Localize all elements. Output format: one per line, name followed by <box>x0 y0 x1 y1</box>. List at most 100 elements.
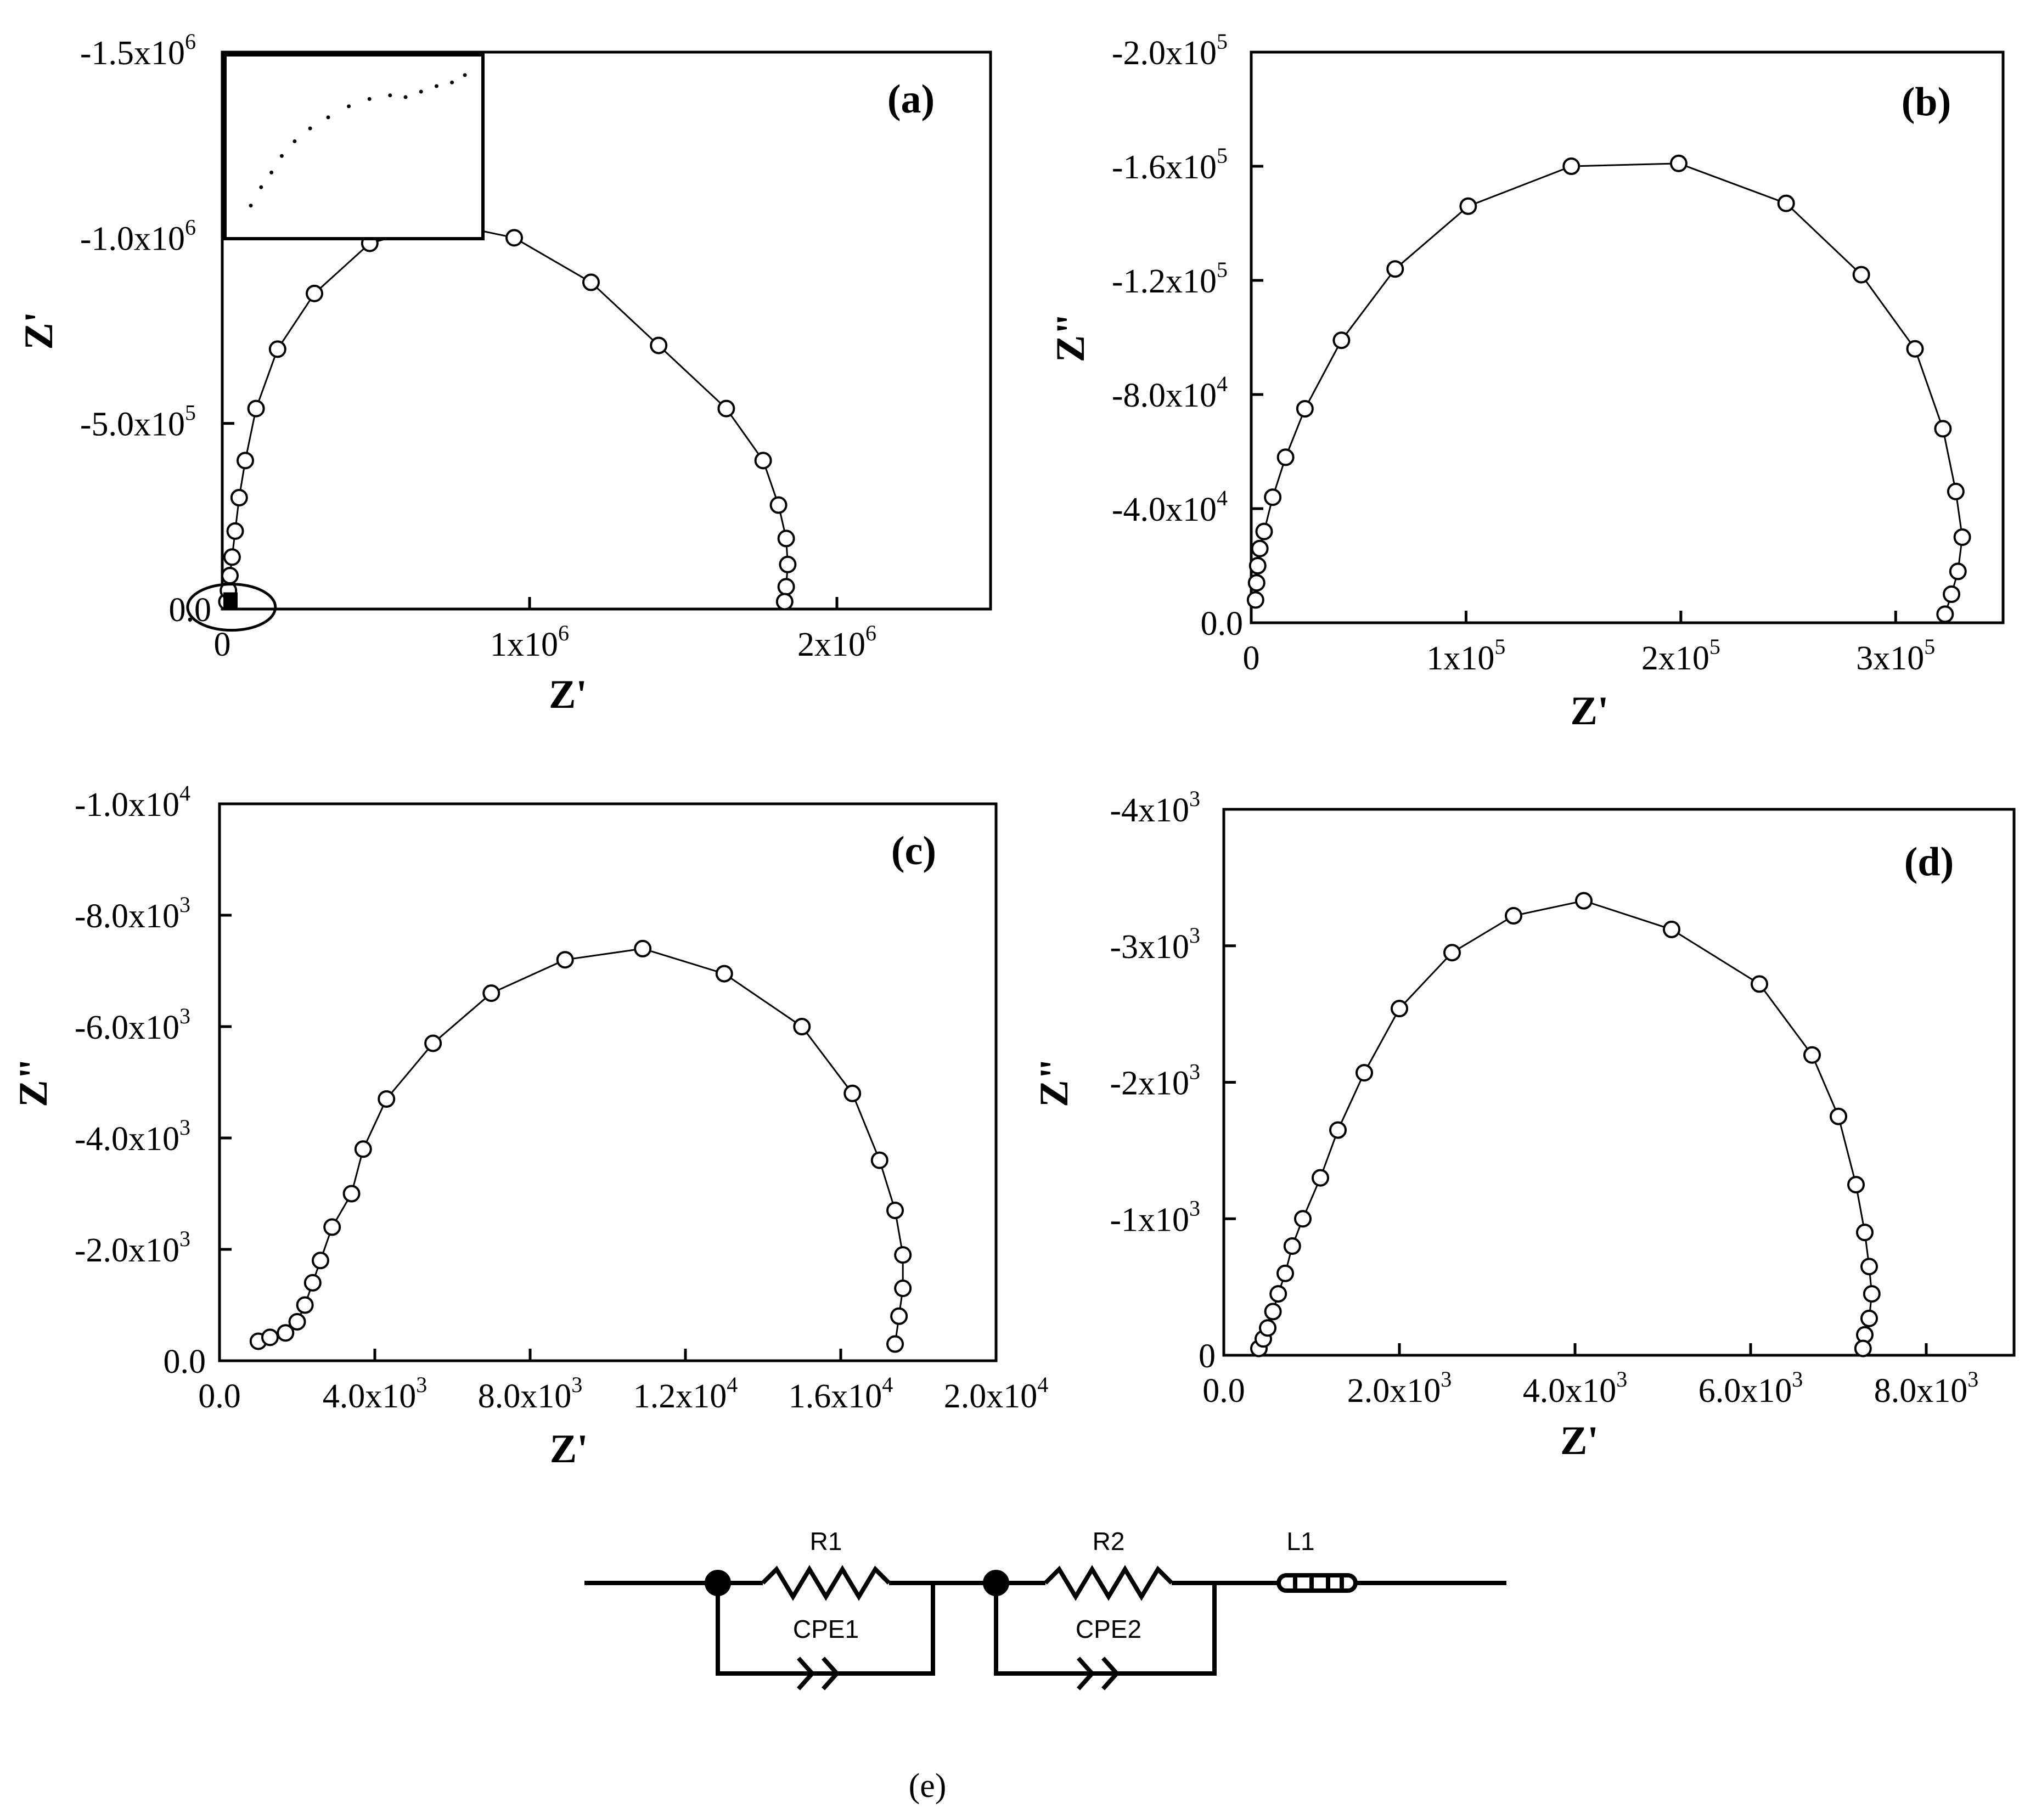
y-tick-label: 0 <box>1199 1338 1216 1375</box>
data-point <box>1255 522 1273 540</box>
data-point <box>1803 1046 1821 1064</box>
data-point <box>775 593 794 611</box>
data-point <box>717 399 735 418</box>
y-tick-label: -5.0x105 <box>80 401 196 443</box>
data-point <box>378 1090 396 1108</box>
data-point <box>296 1296 314 1314</box>
panel-label: (d) <box>1904 839 1954 884</box>
y-tick-label: -1x103 <box>1110 1196 1200 1238</box>
data-point <box>277 1324 295 1342</box>
data-point <box>1863 1285 1881 1303</box>
data-point <box>1329 1121 1347 1139</box>
data-point <box>777 578 795 596</box>
plot-frame <box>1222 808 2016 1357</box>
panel-label: (a) <box>887 77 935 122</box>
y-axis-label: Z" <box>11 1057 56 1107</box>
inset-point <box>308 126 312 131</box>
data-point <box>1562 157 1581 175</box>
plot-frame <box>1250 50 2005 624</box>
data-point <box>1312 1169 1329 1187</box>
inset-point <box>388 93 392 98</box>
data-point <box>894 1280 912 1298</box>
data-point <box>870 1151 888 1169</box>
x-tick-label: 1x105 <box>1426 634 1505 677</box>
data-point <box>1248 557 1267 574</box>
data-point <box>1856 1224 1874 1242</box>
inset-point <box>259 185 263 189</box>
data-point <box>288 1312 306 1331</box>
panel-label: (c) <box>891 829 936 874</box>
data-point <box>769 496 788 514</box>
y-tick-label: -2x103 <box>1110 1060 1200 1102</box>
data-point <box>505 229 523 247</box>
y-tick-label: -1.0x106 <box>80 215 196 257</box>
y-tick-label: -4.0x103 <box>75 1115 190 1158</box>
data-point <box>754 452 772 470</box>
data-point <box>311 1252 329 1270</box>
data-point <box>306 284 323 302</box>
x-tick-label: 1.6x104 <box>789 1372 893 1415</box>
cpe2-branch <box>994 1583 1217 1676</box>
data-point <box>1459 197 1477 215</box>
data-point <box>1943 585 1961 603</box>
data-point <box>342 1185 361 1203</box>
y-tick-label: 0.0 <box>169 591 212 629</box>
data-point <box>886 1335 904 1353</box>
y-axis-label: Z" <box>1048 313 1093 362</box>
data-point <box>226 522 244 540</box>
data-point <box>1854 1339 1872 1357</box>
panel-d: 0.0 2.0x103 4.0x103 6.0x103 8.0x103 0 -1x103 -2… <box>1032 786 2016 1463</box>
x-tick-label: 4.0x103 <box>323 1372 428 1415</box>
y-tick-label: -8.0x104 <box>1112 371 1228 414</box>
x-tick-label: 2x105 <box>1641 634 1720 677</box>
x-axis-label: Z' <box>550 1427 588 1472</box>
y-tick-label: -2.0x105 <box>1112 29 1228 72</box>
cpe1-symbol-2 <box>822 1656 840 1691</box>
cpe1-branch <box>716 1583 935 1676</box>
data-point <box>1777 194 1795 212</box>
data-point <box>1264 1303 1282 1321</box>
x-tick-label: 8.0x103 <box>1874 1367 1979 1410</box>
data-point <box>1391 1000 1408 1018</box>
data-point <box>1575 892 1593 910</box>
data-point <box>303 1274 322 1292</box>
y-tick-label: -8.0x103 <box>75 892 190 935</box>
y-tick-label: -3x103 <box>1110 923 1200 966</box>
y-tick-label: -1.5x106 <box>80 29 196 72</box>
data-line <box>226 222 789 602</box>
plot-frame <box>221 50 992 611</box>
y-tick-label: -1.6x105 <box>1112 143 1228 186</box>
data-point <box>424 1034 442 1052</box>
r1-label: R1 <box>810 1527 842 1556</box>
data-point <box>1852 266 1870 284</box>
plot-frame <box>218 802 998 1362</box>
data-point <box>1949 562 1967 581</box>
data-point <box>1386 260 1404 278</box>
inset-point <box>347 104 351 109</box>
data-line <box>1255 162 1964 615</box>
inset-point <box>450 80 454 84</box>
panel-b: 0 1x105 2x105 3x105 0.0 -4.0x104 -8.0x104 -1.2x… <box>1048 29 2005 734</box>
panel-a: 0 1x106 2x106 0.0 -5.0x105 -1.0x106 -1.5x106 Z'… <box>16 29 992 717</box>
data-point <box>1830 1107 1847 1125</box>
data-point <box>1356 1064 1373 1082</box>
data-point <box>1860 1258 1878 1276</box>
x-tick-label: 0 <box>1243 640 1260 677</box>
x-axis-label: Z' <box>1560 1418 1599 1463</box>
y-axis-label: Z' <box>16 312 61 350</box>
y-tick-label: -1.0x104 <box>75 781 190 824</box>
data-point <box>1947 482 1965 500</box>
x-tick-label: 2x106 <box>797 621 876 663</box>
inset-point <box>249 204 253 208</box>
data-point <box>1751 975 1768 993</box>
y-tick-label: -2.0x103 <box>75 1226 190 1269</box>
data-point <box>261 1328 279 1346</box>
data-point <box>779 555 797 573</box>
data-point <box>221 567 239 585</box>
x-axis-label: Z' <box>1571 689 1609 734</box>
zoom-region-marker <box>186 583 277 632</box>
data-point <box>354 1140 372 1158</box>
data-point <box>1259 1319 1276 1337</box>
x-tick-label: 4.0x103 <box>1523 1367 1628 1410</box>
